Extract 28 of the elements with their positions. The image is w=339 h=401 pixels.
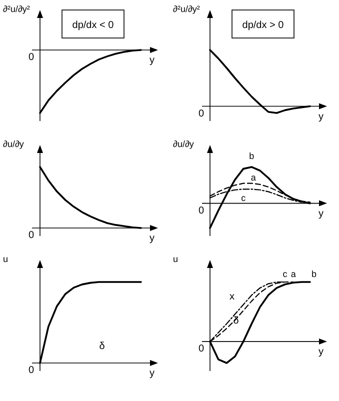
chart-title: dp/dx < 0	[72, 20, 114, 31]
series-label: a	[290, 269, 296, 279]
x-axis-title: y	[318, 111, 324, 122]
y-axis-title: u	[173, 254, 178, 264]
y-axis-title: ∂²u/∂y²	[173, 4, 200, 14]
annotation: 0	[198, 344, 204, 355]
series-label: b	[249, 151, 254, 161]
series-label: a	[250, 172, 256, 182]
y-axis-title: ∂u/∂y	[3, 139, 24, 149]
annotation: 0	[198, 108, 204, 120]
x-axis-title: y	[150, 55, 154, 66]
text: 0	[28, 230, 34, 241]
series-label: b	[311, 269, 317, 279]
text: 0	[28, 365, 34, 376]
x-axis-title: y	[150, 233, 154, 244]
y-axis-title: u	[3, 254, 8, 264]
annotation: δ	[99, 341, 106, 352]
chart-title: dp/dx > 0	[242, 20, 284, 31]
annotation: x	[230, 292, 234, 303]
annotation: 0	[198, 205, 204, 216]
y-axis-title: ∂²u/∂y²	[3, 4, 30, 14]
x-axis-title: y	[318, 346, 324, 358]
y-axis-title: ∂u/∂y	[173, 139, 194, 149]
series-label: c	[241, 193, 246, 204]
series-label: c	[282, 269, 288, 279]
x-axis-title: y	[318, 208, 324, 220]
annotation: 0	[28, 52, 34, 63]
x-axis-title: y	[150, 368, 154, 379]
